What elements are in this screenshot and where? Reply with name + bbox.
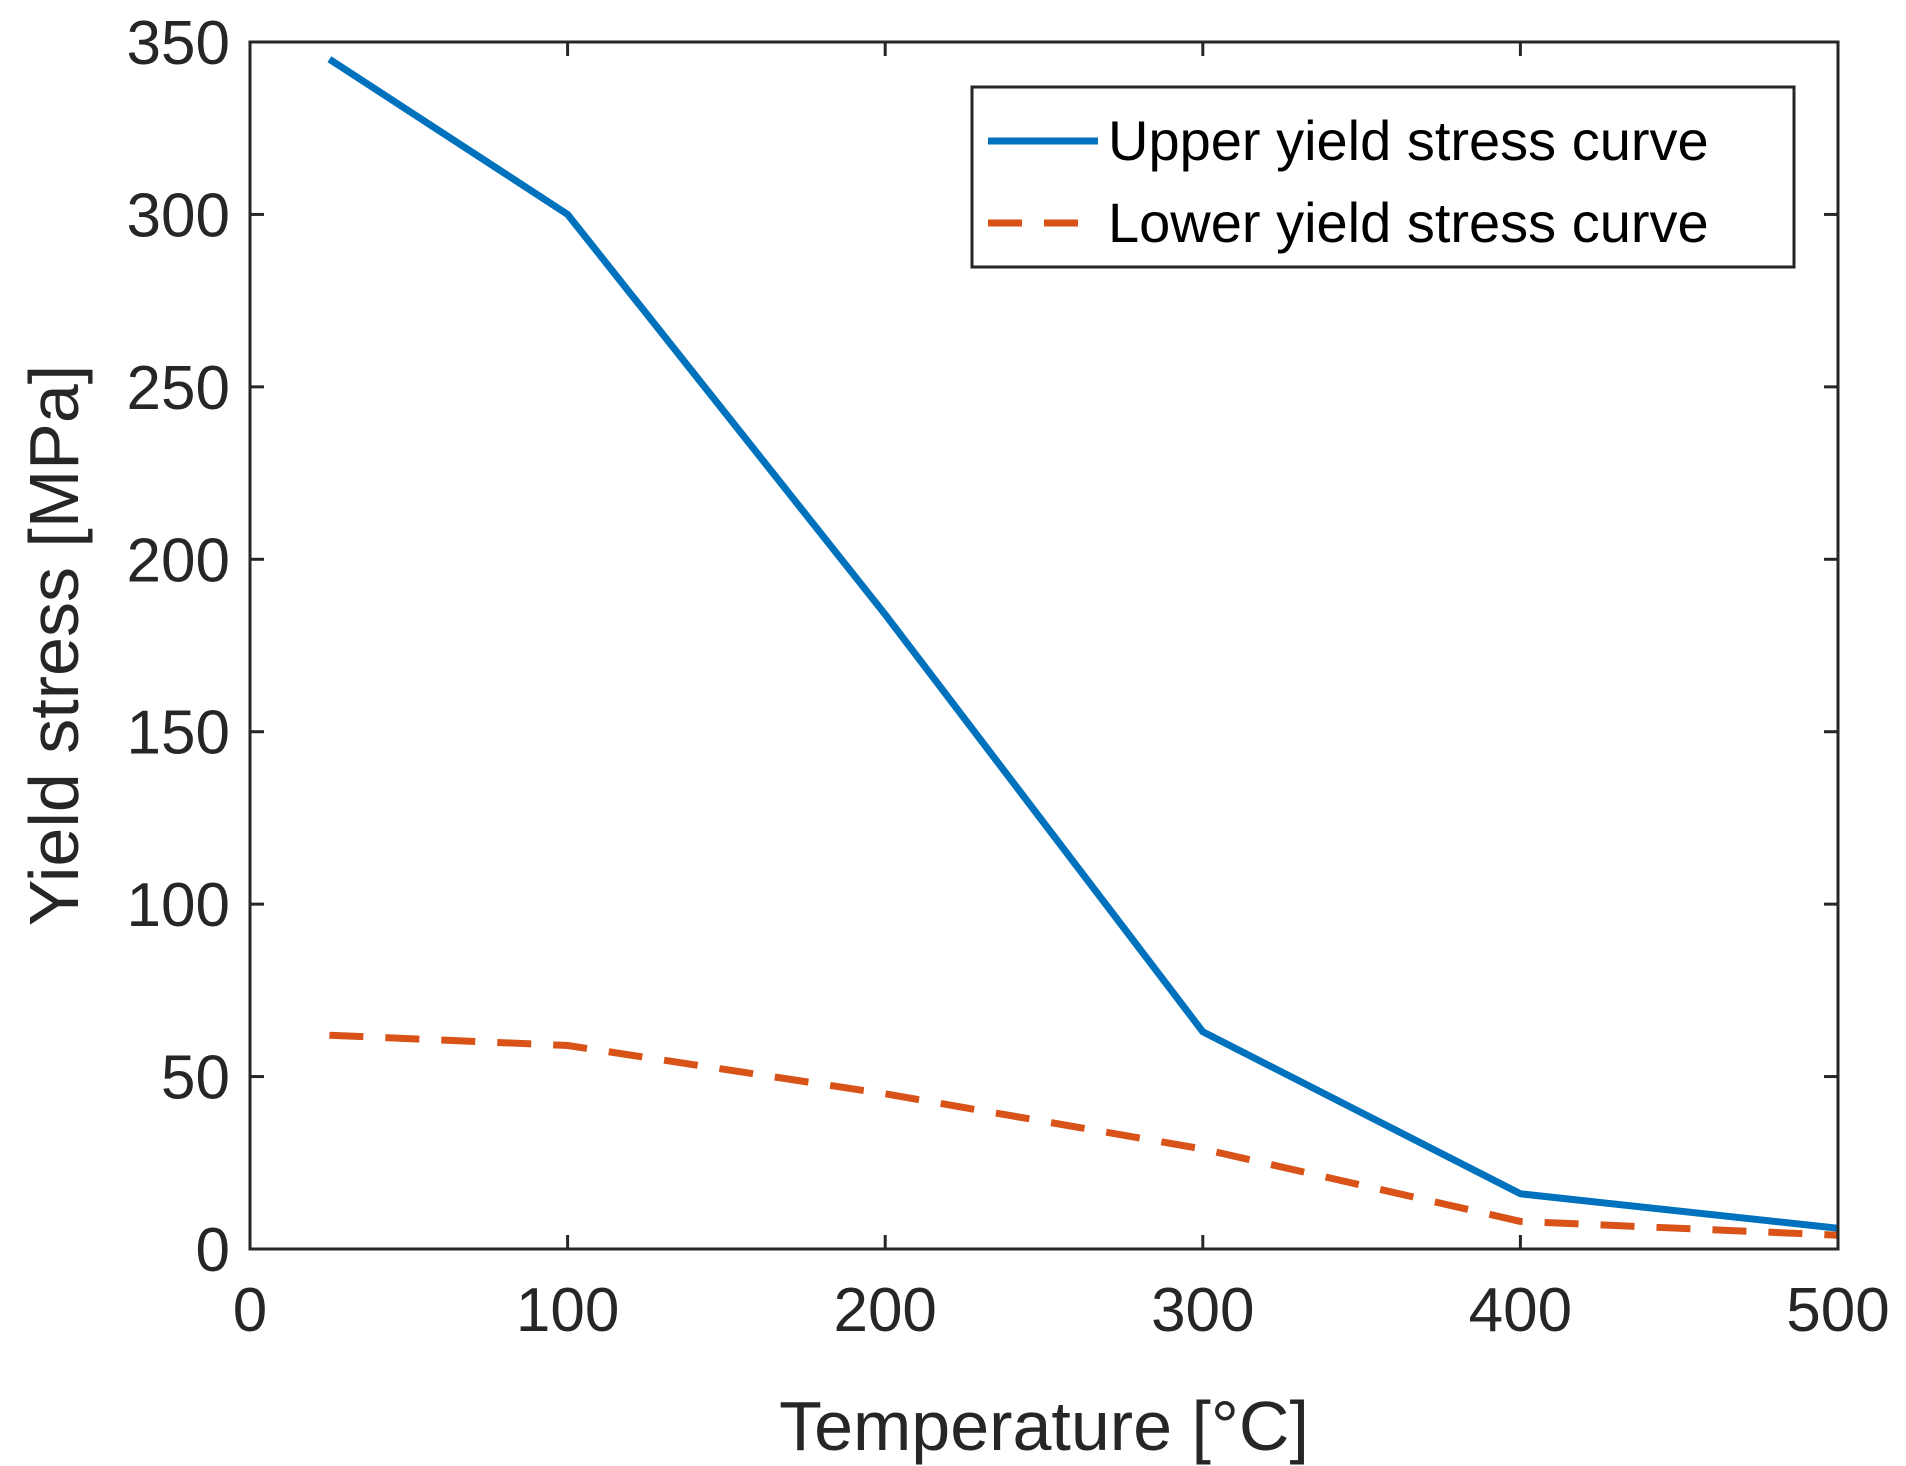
legend-box xyxy=(970,85,1796,269)
x-tick-label: 500 xyxy=(1786,1276,1889,1345)
x-axis-title: Temperature [°C] xyxy=(779,1387,1309,1465)
series-line-upper-yield xyxy=(327,56,1838,1232)
axis-ticks: 0 100 200 300 400 500 0 50 100 150 200 250 300 350 xyxy=(127,9,1890,1345)
x-tick-label: 100 xyxy=(516,1276,619,1345)
x-tick-label: 300 xyxy=(1151,1276,1254,1345)
y-tick-label: 300 xyxy=(127,181,230,250)
x-tick-label: 200 xyxy=(833,1276,936,1345)
plot-area-frame xyxy=(248,40,1840,1251)
x-tick-label: 400 xyxy=(1469,1276,1572,1345)
y-tick-label: 100 xyxy=(127,871,230,940)
y-tick-label: 250 xyxy=(127,354,230,423)
legend-label-upper-yield: Upper yield stress curve xyxy=(1108,109,1709,172)
y-tick-label: 50 xyxy=(161,1044,230,1113)
legend-label-lower-yield: Lower yield stress curve xyxy=(1108,191,1709,254)
y-tick-label: 350 xyxy=(127,9,230,78)
series-layer xyxy=(327,56,1838,1239)
legend: Upper yield stress curve Lower yield str… xyxy=(970,85,1796,269)
series-line-lower-yield xyxy=(329,1031,1838,1239)
y-tick-label: 200 xyxy=(127,526,230,595)
y-axis-title: Yield stress [MPa] xyxy=(15,365,93,926)
y-tick-label: 0 xyxy=(196,1216,230,1285)
x-tick-label: 0 xyxy=(233,1276,267,1345)
y-tick-label: 150 xyxy=(127,699,230,768)
